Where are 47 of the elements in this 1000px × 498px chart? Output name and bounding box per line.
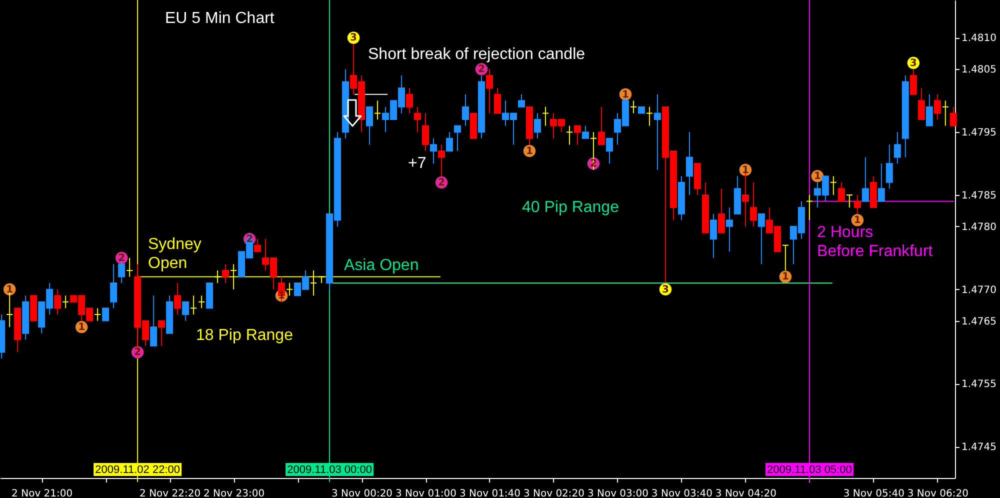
annotation: Short break of rejection candle (368, 46, 586, 63)
x-tick-label: 3 Nov 03:40 (651, 488, 712, 498)
y-tick-label: 1.4780 (962, 222, 996, 233)
ref-line-label: 2009.11.03 05:00 (767, 464, 852, 476)
x-tick-label: 3 Nov 01:00 (395, 488, 457, 498)
y-tick-label: 1.4765 (962, 316, 996, 328)
y-tick-label: 1.4755 (962, 379, 996, 390)
y-tick-label: 1.4810 (962, 33, 996, 44)
text: 3 (910, 58, 917, 69)
y-tick-label: 1.4805 (962, 64, 996, 76)
x-tick-label: 3 Nov 00:20 (331, 488, 393, 498)
text: EU 5 Min Chart (165, 10, 275, 27)
x-tick-label: 3 Nov 01:40 (459, 488, 521, 498)
x-tick-label: 3 Nov 03:00 (587, 488, 648, 498)
series-label: 3 (662, 284, 669, 296)
text: 3 (350, 32, 358, 44)
ref-line-label: 2009.11.03 00:00 (287, 464, 372, 476)
x-tick-label: 3 Nov 06:20 (907, 488, 968, 498)
x-tick-label: 2 Nov 22:20 (140, 488, 201, 498)
annotation: Sydney Open (148, 236, 202, 272)
text: 1 (78, 322, 86, 334)
x-tick-label: 2 Nov 21:00 (12, 488, 73, 498)
x-tick-label: 3 Nov 04:20 (715, 488, 776, 498)
text: 1 (814, 171, 821, 182)
text: 2 (438, 177, 445, 188)
x-tick-label: 3 Nov 05:40 (843, 488, 904, 498)
series-label: 2 (134, 347, 142, 358)
annotation: 40 Pip Range (522, 199, 620, 216)
annotation: +7 (408, 155, 426, 172)
y-tick-label: 1.4795 (962, 128, 996, 139)
ref-line-label: 2009.11.02 22:00 (95, 464, 180, 476)
text: 1 (526, 146, 533, 157)
series-label: 1 (854, 215, 861, 226)
x-tick-label: 2 Nov 23:00 (204, 488, 265, 498)
y-tick-label: 1.4745 (962, 442, 996, 454)
text: 1 (622, 89, 629, 100)
y-tick-label: 1.4770 (962, 284, 996, 296)
text: 2 (478, 64, 485, 76)
text: 1 (742, 164, 749, 176)
text: 1 (782, 272, 789, 283)
annotation: 18 Pip Range (196, 327, 294, 344)
text: 1 (6, 284, 14, 296)
y-tick-label: 1.4785 (962, 190, 996, 202)
annotation: 2 Hours Before Frankfurt (817, 224, 934, 260)
annotation: Asia Open (344, 257, 419, 274)
text: 2 (118, 252, 126, 264)
x-tick-label: 3 Nov 02:20 (523, 488, 585, 498)
